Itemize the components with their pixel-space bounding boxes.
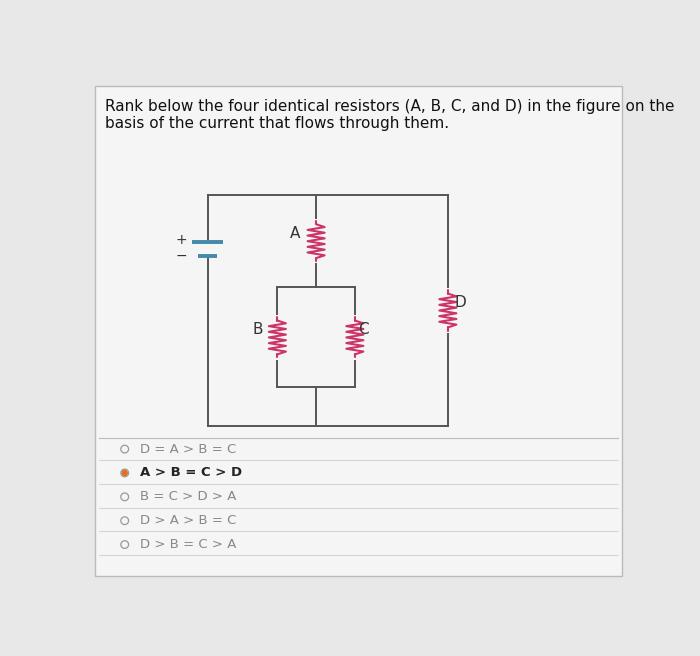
Text: B = C > D > A: B = C > D > A: [140, 490, 237, 503]
Text: C: C: [358, 322, 369, 337]
Text: −: −: [176, 249, 188, 263]
Text: Rank below the four identical resistors (A, B, C, and D) in the figure on the
ba: Rank below the four identical resistors …: [104, 99, 674, 131]
Text: A > B = C > D: A > B = C > D: [140, 466, 242, 480]
FancyBboxPatch shape: [95, 87, 622, 576]
Text: D = A > B = C: D = A > B = C: [140, 443, 237, 455]
Text: B: B: [253, 322, 263, 337]
Text: D > A > B = C: D > A > B = C: [140, 514, 237, 527]
Circle shape: [122, 470, 127, 476]
Text: A: A: [290, 226, 300, 241]
Text: +: +: [176, 234, 188, 247]
Text: D: D: [454, 295, 466, 310]
Text: D > B = C > A: D > B = C > A: [140, 538, 237, 551]
